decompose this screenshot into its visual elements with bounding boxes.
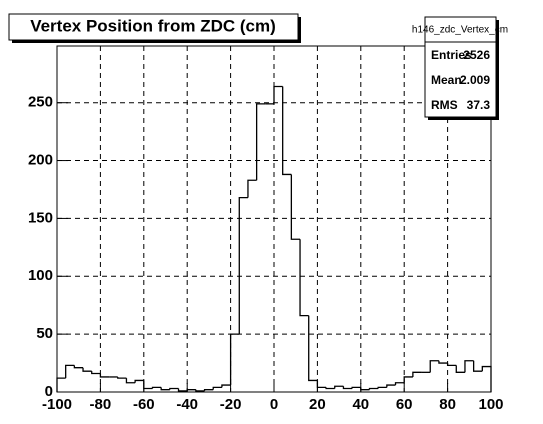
y-tick-label: 0 xyxy=(45,383,53,400)
x-tick-label: 80 xyxy=(439,396,456,413)
bar xyxy=(273,85,283,104)
stats-value: 2526 xyxy=(463,48,490,62)
x-tick-label: 60 xyxy=(396,396,413,413)
stats-title: h146_zdc_Vertex_cm xyxy=(412,25,508,36)
title-shadow xyxy=(12,40,301,43)
bar xyxy=(412,371,422,377)
bar xyxy=(377,386,387,389)
y-tick-label: 50 xyxy=(36,325,53,342)
x-tick-label: -100 xyxy=(42,396,72,413)
bar xyxy=(195,389,205,392)
y-tick-label: 250 xyxy=(28,94,53,111)
stats-label: RMS xyxy=(431,98,458,112)
bar xyxy=(368,387,379,390)
bar xyxy=(203,389,214,391)
bar xyxy=(299,239,309,317)
y-tick-label: 200 xyxy=(28,152,53,169)
x-tick-label: 40 xyxy=(352,396,369,413)
bar xyxy=(238,196,248,335)
x-tick-label: -40 xyxy=(176,396,198,413)
bar xyxy=(169,387,179,390)
bar xyxy=(282,86,292,176)
x-tick-label: -60 xyxy=(133,396,155,413)
bar xyxy=(455,365,465,373)
stats-shadow xyxy=(496,20,499,120)
bar xyxy=(177,388,188,392)
bar xyxy=(99,373,110,378)
bar xyxy=(342,386,353,390)
bar xyxy=(325,387,335,390)
bar xyxy=(91,371,101,375)
bar xyxy=(125,378,136,384)
title-shadow xyxy=(298,17,301,43)
bar xyxy=(221,384,231,388)
bar xyxy=(290,174,301,240)
bar xyxy=(472,360,483,372)
bar xyxy=(151,386,162,389)
bar xyxy=(351,386,361,389)
stats-value: 37.3 xyxy=(467,98,491,112)
bar xyxy=(429,360,439,373)
bar xyxy=(73,365,84,369)
stats-label: Mean xyxy=(431,73,462,87)
bar xyxy=(334,385,344,389)
bar xyxy=(229,333,240,386)
bar xyxy=(403,376,413,383)
chart-title: Vertex Position from ZDC (cm) xyxy=(30,16,276,35)
title-box xyxy=(8,13,299,41)
bar xyxy=(255,103,266,181)
x-tick-label: 20 xyxy=(309,396,326,413)
bar xyxy=(386,384,396,388)
stats-label: Entries xyxy=(431,48,472,62)
y-tick-label: 150 xyxy=(28,209,53,226)
stats-value: 2.009 xyxy=(460,73,490,87)
bar xyxy=(160,387,170,391)
bar xyxy=(212,386,222,390)
bar xyxy=(394,382,405,386)
bar xyxy=(481,365,492,392)
bar xyxy=(117,376,127,379)
stats-frame xyxy=(424,16,497,118)
x-tick-label: -20 xyxy=(220,396,242,413)
bar xyxy=(247,179,257,198)
x-tick-label: -80 xyxy=(90,396,112,413)
bar xyxy=(438,360,448,364)
bar xyxy=(65,364,75,379)
bar xyxy=(446,363,457,367)
bar xyxy=(134,379,144,383)
y-tick-label: 100 xyxy=(28,267,53,284)
x-tick-label: 0 xyxy=(270,396,278,413)
stats-box: h146_zdc_Vertex_cm xyxy=(412,16,508,120)
bar xyxy=(464,360,474,373)
x-tick-label: 100 xyxy=(478,396,503,413)
bar xyxy=(82,367,92,372)
stats-shadow xyxy=(428,117,499,120)
bar xyxy=(308,315,318,382)
